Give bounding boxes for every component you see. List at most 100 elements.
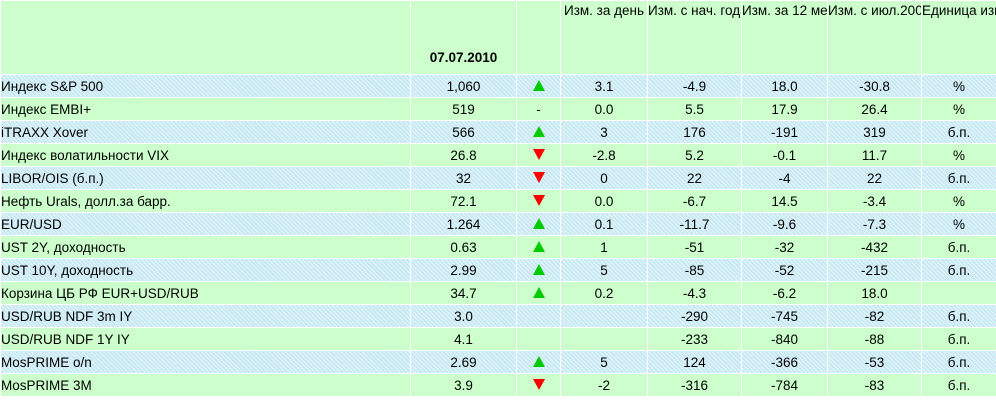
change-ytd: -4.3	[647, 281, 742, 305]
change-day: 0.2	[560, 281, 648, 305]
change-day: 0.0	[560, 97, 648, 121]
table-row: iTRAXX Xover 566 3 176 -191 319 б.п.	[0, 120, 996, 144]
header-arrow-column	[516, 0, 561, 75]
market-indicators-table: 07.07.2010 Изм. за день Изм. с нач. года…	[0, 0, 996, 397]
change-jul2007: -83	[827, 373, 922, 397]
table-row: USD/RUB NDF 1Y IY 4.1 -233 -840 -88 б.п.	[0, 327, 996, 351]
unit: %	[921, 143, 996, 167]
change-day: 0.0	[560, 189, 648, 213]
trend-cell	[516, 120, 561, 144]
change-day: 0.1	[560, 212, 648, 236]
indicator-name: Индекс волатильности VIX	[0, 143, 411, 167]
header-row: 07.07.2010 Изм. за день Изм. с нач. года…	[0, 0, 996, 75]
trend-cell	[516, 143, 561, 167]
unit: б.п.	[921, 373, 996, 397]
indicator-name: MosPRIME o/n	[0, 350, 411, 374]
table-row: USD/RUB NDF 3m IY 3.0 -290 -745 -82 б.п.	[0, 304, 996, 328]
arrow-up-icon	[532, 125, 545, 137]
header-change-day: Изм. за день	[560, 0, 648, 75]
unit	[921, 281, 996, 305]
table-row: Нефть Urals, долл.за барр. 72.1 0.0 -6.7 14.…	[0, 189, 996, 213]
change-ytd: -6.7	[647, 189, 742, 213]
change-day: 0	[560, 166, 648, 190]
indicator-value: 3.9	[410, 373, 517, 397]
unit: %	[921, 212, 996, 236]
indicator-name: iTRAXX Xover	[0, 120, 411, 144]
change-ytd: -233	[647, 327, 742, 351]
indicator-value: 72.1	[410, 189, 517, 213]
change-ytd: -11.7	[647, 212, 742, 236]
trend-cell	[516, 74, 561, 98]
change-ytd: -290	[647, 304, 742, 328]
change-day: 1	[560, 235, 648, 259]
change-jul2007: 11.7	[827, 143, 922, 167]
change-12m: -784	[741, 373, 828, 397]
indicator-value: 34.7	[410, 281, 517, 305]
change-12m: -4	[741, 166, 828, 190]
trend-cell	[516, 373, 561, 397]
trend-cell	[516, 235, 561, 259]
indicator-name: UST 10Y, доходность	[0, 258, 411, 282]
trend-cell	[516, 258, 561, 282]
change-day	[560, 327, 648, 351]
change-day: -2.8	[560, 143, 648, 167]
header-name-column	[0, 0, 411, 75]
trend-cell	[516, 212, 561, 236]
change-jul2007: -53	[827, 350, 922, 374]
unit: б.п.	[921, 166, 996, 190]
trend-cell	[516, 189, 561, 213]
arrow-up-icon	[532, 355, 545, 367]
arrow-up-icon	[532, 217, 545, 229]
table-row: Индекс S&P 500 1,060 3.1 -4.9 18.0 -30.8%	[0, 74, 996, 98]
indicator-name: MosPRIME 3M	[0, 373, 411, 397]
indicator-value: 1.264	[410, 212, 517, 236]
indicator-value: 3.0	[410, 304, 517, 328]
header-change-jul2007: Изм. с июл.2007г.	[827, 0, 922, 75]
change-jul2007: 22	[827, 166, 922, 190]
change-12m: -366	[741, 350, 828, 374]
change-jul2007: -432	[827, 235, 922, 259]
change-ytd: 176	[647, 120, 742, 144]
indicator-name: Индекс EMBI+	[0, 97, 411, 121]
change-ytd: -85	[647, 258, 742, 282]
table-body: Индекс S&P 500 1,060 3.1 -4.9 18.0 -30.8% Инде…	[0, 74, 996, 397]
header-date: 07.07.2010	[410, 0, 517, 75]
indicator-value: 26.8	[410, 143, 517, 167]
change-jul2007: 319	[827, 120, 922, 144]
change-day	[560, 304, 648, 328]
change-12m: 18.0	[741, 74, 828, 98]
trend-cell	[516, 304, 561, 328]
change-12m: -32	[741, 235, 828, 259]
change-12m: -9.6	[741, 212, 828, 236]
change-day: 3	[560, 120, 648, 144]
arrow-up-icon	[532, 263, 545, 275]
arrow-down-icon	[532, 378, 545, 390]
arrow-down-icon	[532, 148, 545, 160]
trend-cell: -	[516, 97, 561, 121]
unit: б.п.	[921, 350, 996, 374]
unit: б.п.	[921, 258, 996, 282]
change-ytd: 22	[647, 166, 742, 190]
change-jul2007: -215	[827, 258, 922, 282]
table-row: Индекс волатильности VIX 26.8 -2.8 5.2 -0.1 1…	[0, 143, 996, 167]
table-row: UST 10Y, доходность 2.99 5 -85 -52 -215 б.п.	[0, 258, 996, 282]
trend-cell	[516, 281, 561, 305]
indicator-value: 4.1	[410, 327, 517, 351]
change-jul2007: -88	[827, 327, 922, 351]
change-12m: -52	[741, 258, 828, 282]
header-unit: Единица изме-нения	[921, 0, 996, 75]
change-ytd: 5.2	[647, 143, 742, 167]
change-12m: -191	[741, 120, 828, 144]
trend-cell	[516, 327, 561, 351]
change-jul2007: -30.8	[827, 74, 922, 98]
change-12m: -6.2	[741, 281, 828, 305]
indicator-value: 0.63	[410, 235, 517, 259]
no-change-dash: -	[536, 101, 541, 117]
table-row: Корзина ЦБ РФ EUR+USD/RUB 34.7 0.2 -4.3 -6.2…	[0, 281, 996, 305]
indicator-name: EUR/USD	[0, 212, 411, 236]
unit: б.п.	[921, 120, 996, 144]
unit: б.п.	[921, 304, 996, 328]
trend-cell	[516, 166, 561, 190]
indicator-value: 519	[410, 97, 517, 121]
change-12m: -0.1	[741, 143, 828, 167]
